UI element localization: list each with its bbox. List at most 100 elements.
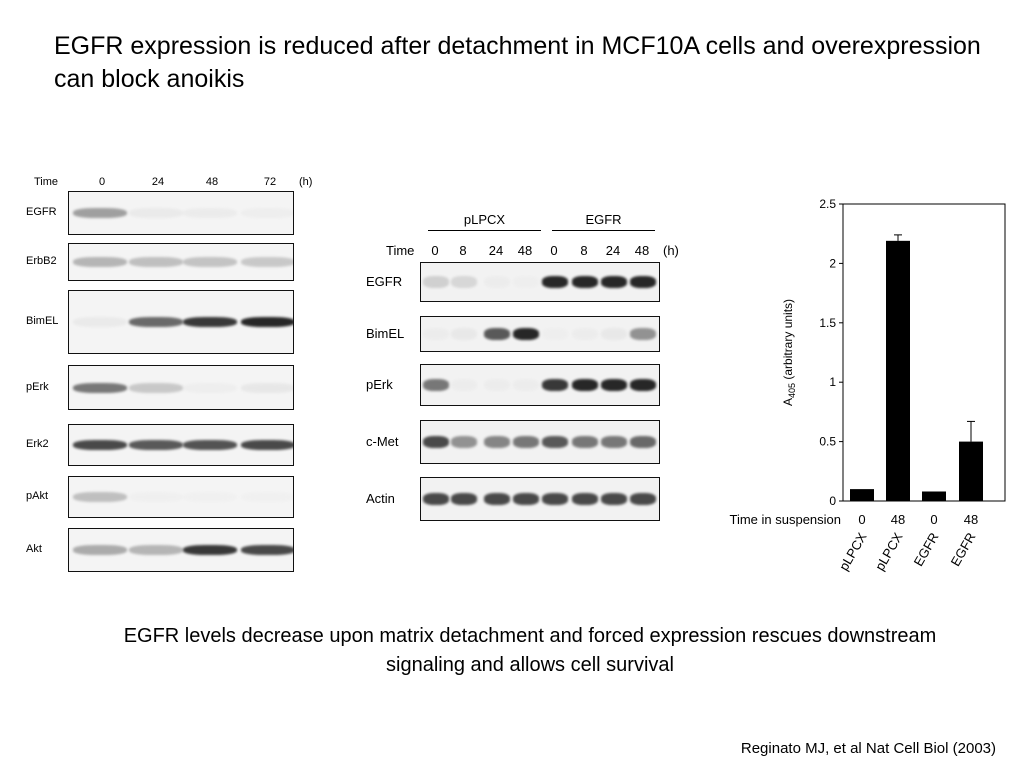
blot-band [630, 379, 656, 391]
time-label: Time [386, 243, 415, 258]
timepoint-label: 0 [98, 176, 106, 188]
blot-band [542, 379, 568, 391]
protein-label: EGFR [26, 206, 57, 218]
timepoint-label: 8 [459, 243, 467, 258]
group-tick-label: EGFR [911, 530, 942, 569]
blot-band [241, 257, 293, 267]
y-tick-label: 1 [829, 375, 836, 389]
western-blot-panel-b: pLPCX EGFR Time 0 8 24 48 0 8 24 48 (h) EGFR BimEL pEr… [366, 212, 679, 521]
blot-band [630, 493, 656, 505]
bar [922, 491, 946, 501]
bar [886, 240, 910, 501]
blot-strip [68, 243, 294, 281]
protein-label: pErk [26, 380, 49, 393]
blot-band [542, 436, 568, 448]
blot-strip [420, 364, 660, 406]
blot-band [241, 440, 293, 450]
blot-band [572, 276, 598, 288]
timepoint-label: 0 [431, 243, 439, 258]
protein-label: ErbB2 [26, 255, 57, 267]
time-label: Time [34, 176, 59, 188]
blot-band [241, 492, 293, 502]
blot-strip [420, 316, 660, 352]
x-tick-label: 48 [964, 512, 978, 527]
blot-band [129, 257, 183, 267]
blot-band [73, 208, 127, 218]
y-tick-label: 2.5 [819, 197, 836, 211]
blot-band [484, 436, 510, 448]
blot-band [572, 379, 598, 391]
timepoint-label: 24 [605, 243, 621, 258]
y-tick-label: 0.5 [819, 435, 836, 449]
y-tick-label: 2 [829, 256, 836, 270]
blot-band [241, 208, 293, 218]
blot-band [73, 492, 127, 502]
blot-strip [68, 290, 294, 354]
bar [959, 441, 983, 501]
blot-band [630, 276, 656, 288]
blot-band [423, 493, 449, 505]
slide-title: EGFR expression is reduced after detachm… [54, 32, 981, 93]
western-blot-panel-a: Time 0 24 48 72 (h) EGFR ErbB2 BimEL pErk Erk2 pAkt… [0, 0, 340, 600]
x-tick-label: 48 [891, 512, 905, 527]
blot-strip [68, 476, 294, 518]
figure-caption: EGFR levels decrease upon matrix detachm… [123, 625, 937, 676]
blot-band [241, 382, 293, 393]
blot-band [241, 317, 293, 327]
blot-band [73, 257, 127, 267]
timepoint-label: 8 [580, 243, 588, 258]
blot-band [513, 493, 539, 505]
blot-strip [420, 477, 660, 521]
blot-band [630, 328, 656, 340]
blot-band [129, 317, 183, 327]
blot-strip [68, 528, 294, 572]
group-tick-label: pLPCX [836, 530, 870, 573]
blot-strip [420, 420, 660, 464]
blot-strip [420, 262, 660, 302]
protein-label: pAkt [26, 490, 49, 502]
blot-band [129, 208, 183, 218]
blot-band [423, 328, 449, 340]
absorbance-bar-chart: 0 0.5 1 1.5 2 2.5 A405 (arbitrary units) 0 pLPCX… [729, 197, 1006, 573]
group-underline [428, 230, 541, 231]
blot-band [423, 436, 449, 448]
blot-band [183, 208, 237, 218]
protein-label: pErk [366, 377, 393, 392]
timepoint-label: 48 [634, 243, 650, 258]
blot-band [183, 440, 237, 450]
blot-band [513, 379, 539, 391]
protein-label: EGFR [366, 274, 403, 289]
blot-strip [68, 424, 294, 466]
blot-band [183, 382, 237, 393]
blot-band [601, 276, 627, 288]
group-label: EGFR [585, 212, 622, 227]
group-underline [552, 230, 655, 231]
blot-band [73, 545, 127, 555]
blot-band [484, 379, 510, 391]
blot-band [484, 493, 510, 505]
protein-label: c-Met [366, 434, 399, 449]
blot-band [183, 545, 237, 555]
blot-band [451, 328, 477, 340]
blot-band [601, 379, 627, 391]
blot-band [451, 436, 477, 448]
group-tick-label: pLPCX [872, 530, 906, 573]
timepoint-label: 72 [263, 176, 277, 188]
x-tick-label: 0 [858, 512, 865, 527]
blot-band [601, 328, 627, 340]
blot-band [423, 379, 449, 391]
group-tick-label: EGFR [948, 530, 979, 569]
timepoint-label: 48 [205, 176, 219, 188]
timepoint-label: 24 [151, 176, 165, 188]
y-axis-label: A405 (arbitrary units) [781, 299, 797, 406]
blot-band [451, 493, 477, 505]
blot-band [451, 379, 477, 391]
protein-label: Erk2 [26, 438, 49, 450]
blot-band [572, 436, 598, 448]
blot-band [129, 440, 183, 450]
blot-band [183, 257, 237, 267]
citation: Reginato MJ, et al Nat Cell Biol (2003) [740, 740, 996, 757]
blot-band [73, 440, 127, 450]
blot-band [129, 492, 183, 502]
blot-band [513, 276, 539, 288]
